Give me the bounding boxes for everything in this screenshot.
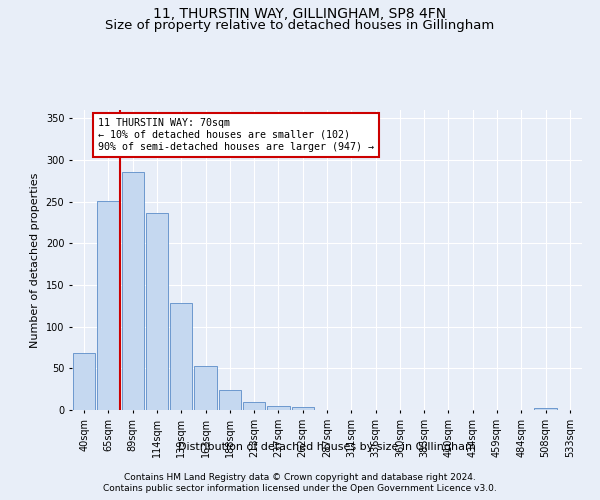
Bar bbox=[73, 354, 95, 410]
Text: Contains public sector information licensed under the Open Government Licence v3: Contains public sector information licen… bbox=[103, 484, 497, 493]
Bar bbox=[194, 366, 217, 410]
Text: 11 THURSTIN WAY: 70sqm
← 10% of detached houses are smaller (102)
90% of semi-de: 11 THURSTIN WAY: 70sqm ← 10% of detached… bbox=[97, 118, 373, 152]
Bar bbox=[535, 408, 557, 410]
Bar bbox=[218, 390, 241, 410]
Bar bbox=[267, 406, 290, 410]
Bar bbox=[97, 201, 119, 410]
Text: Distribution of detached houses by size in Gillingham: Distribution of detached houses by size … bbox=[178, 442, 476, 452]
Text: Size of property relative to detached houses in Gillingham: Size of property relative to detached ho… bbox=[106, 19, 494, 32]
Bar bbox=[146, 212, 168, 410]
Bar bbox=[243, 402, 265, 410]
Bar bbox=[122, 172, 144, 410]
Y-axis label: Number of detached properties: Number of detached properties bbox=[30, 172, 40, 348]
Bar bbox=[170, 304, 193, 410]
Bar bbox=[292, 406, 314, 410]
Text: Contains HM Land Registry data © Crown copyright and database right 2024.: Contains HM Land Registry data © Crown c… bbox=[124, 472, 476, 482]
Text: 11, THURSTIN WAY, GILLINGHAM, SP8 4FN: 11, THURSTIN WAY, GILLINGHAM, SP8 4FN bbox=[154, 8, 446, 22]
